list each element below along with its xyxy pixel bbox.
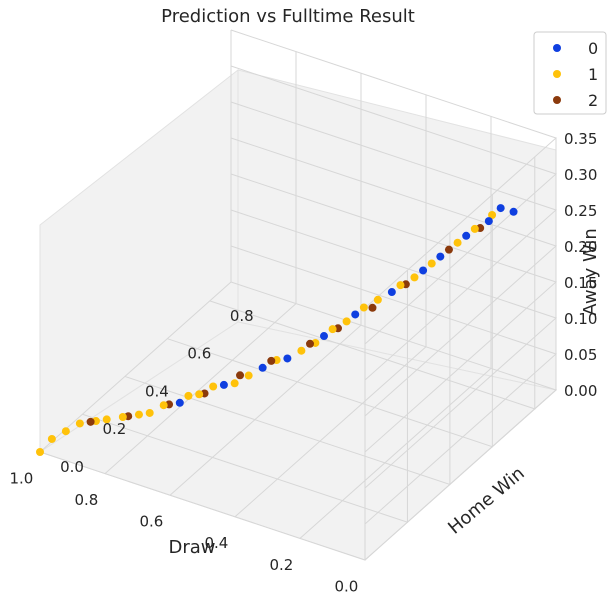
legend-label-1: 1 bbox=[588, 65, 598, 84]
legend: 0 1 2 bbox=[533, 31, 607, 115]
data-point-series-0 bbox=[387, 288, 396, 297]
z-gridline bbox=[230, 209, 557, 489]
z-tick-label: 0.15 bbox=[564, 274, 597, 292]
data-point-series-2 bbox=[444, 245, 453, 254]
legend-label-0: 0 bbox=[588, 39, 598, 58]
data-point-series-1 bbox=[244, 371, 253, 380]
data-point-series-0 bbox=[509, 207, 518, 216]
data-point-series-1 bbox=[396, 281, 405, 290]
data-point-series-1 bbox=[488, 211, 497, 220]
data-point-series-0 bbox=[484, 217, 493, 226]
z-tick-label: 0.00 bbox=[564, 382, 597, 400]
data-point-series-0 bbox=[462, 231, 471, 240]
z-tick-label: 0.30 bbox=[564, 166, 597, 184]
y-tick-label: 0.4 bbox=[145, 382, 169, 400]
data-point-series-1 bbox=[195, 390, 204, 399]
data-point-series-1 bbox=[102, 415, 111, 424]
y-tick-label: 0.2 bbox=[103, 420, 127, 438]
data-point-series-2 bbox=[86, 417, 95, 426]
data-point-series-0 bbox=[496, 204, 505, 213]
z-gridline bbox=[230, 281, 557, 561]
y-tick-label: 0.6 bbox=[187, 345, 211, 363]
x-tick-label: 1.0 bbox=[9, 469, 33, 487]
data-point-series-1 bbox=[410, 273, 419, 282]
data-point-series-0 bbox=[175, 398, 184, 407]
data-point-series-2 bbox=[306, 339, 315, 348]
z-gridline bbox=[230, 65, 557, 345]
data-point-series-1 bbox=[328, 325, 337, 334]
z-gridline bbox=[230, 173, 557, 453]
chart-title: Prediction vs Fulltime Result bbox=[161, 6, 415, 27]
data-point-series-0 bbox=[258, 363, 267, 372]
legend-marker-2 bbox=[553, 96, 561, 104]
data-point-series-1 bbox=[342, 317, 351, 326]
z-tick-label: 0.10 bbox=[564, 310, 597, 328]
tick-labels: 0.0 0.2 0.4 0.6 0.8 1.0 0.0 0.2 0.4 0.6 0.8 0.00 0.0… bbox=[9, 130, 597, 595]
z-gridline bbox=[230, 245, 557, 525]
data-point-series-2 bbox=[236, 371, 245, 380]
data-point-series-1 bbox=[118, 413, 127, 422]
data-point-series-0 bbox=[419, 266, 428, 275]
x-tick-label: 0.6 bbox=[139, 513, 163, 531]
z-tick-label: 0.25 bbox=[564, 202, 597, 220]
x-axis-label: Draw bbox=[168, 537, 215, 558]
gridlines bbox=[39, 29, 557, 561]
data-point-series-1 bbox=[134, 410, 143, 419]
data-point-series-0 bbox=[283, 354, 292, 363]
data-point-series-1 bbox=[75, 419, 84, 428]
z-gridline bbox=[230, 29, 557, 309]
z-tick-label: 0.20 bbox=[564, 238, 597, 256]
y-tick-label: 0.0 bbox=[60, 458, 84, 476]
y-tick-label: 0.8 bbox=[230, 307, 254, 325]
data-point-series-1 bbox=[373, 295, 382, 304]
z-tick-label: 0.35 bbox=[564, 130, 597, 148]
data-point-series-1 bbox=[297, 346, 306, 355]
z-gridline bbox=[230, 137, 557, 417]
data-point-series-1 bbox=[470, 224, 479, 233]
legend-marker-0 bbox=[553, 44, 561, 52]
data-point-series-1 bbox=[427, 259, 436, 268]
data-point-series-0 bbox=[436, 252, 445, 261]
data-point-series-1 bbox=[61, 427, 70, 436]
data-point-series-0 bbox=[320, 332, 328, 341]
data-point-series-1 bbox=[145, 408, 154, 417]
data-point-series-1 bbox=[159, 401, 168, 410]
data-point-series-1 bbox=[359, 303, 368, 312]
legend-marker-1 bbox=[553, 70, 561, 78]
x-tick-label: 0.2 bbox=[269, 556, 293, 574]
panes bbox=[38, 68, 558, 561]
z-tick-label: 0.05 bbox=[564, 346, 597, 364]
data-point-series-1 bbox=[184, 391, 193, 400]
z-gridline bbox=[230, 101, 557, 381]
data-point-series-2 bbox=[267, 356, 276, 365]
data-point-series-0 bbox=[219, 380, 228, 389]
data-point-series-1 bbox=[209, 382, 218, 391]
data-point-series-1 bbox=[230, 379, 239, 388]
x-tick-label: 0.0 bbox=[334, 577, 358, 595]
legend-label-2: 2 bbox=[588, 91, 598, 110]
legend-box bbox=[533, 31, 607, 115]
data-point-series-1 bbox=[47, 434, 56, 443]
data-point-series-2 bbox=[368, 303, 377, 312]
data-point-series-1 bbox=[453, 238, 462, 247]
x-tick-label: 0.4 bbox=[204, 534, 228, 552]
data-point-series-0 bbox=[351, 310, 360, 319]
z-axis-label: Away Win bbox=[580, 228, 601, 316]
data-points bbox=[36, 204, 518, 456]
data-point-series-1 bbox=[36, 448, 44, 456]
x-tick-label: 0.8 bbox=[74, 491, 98, 509]
